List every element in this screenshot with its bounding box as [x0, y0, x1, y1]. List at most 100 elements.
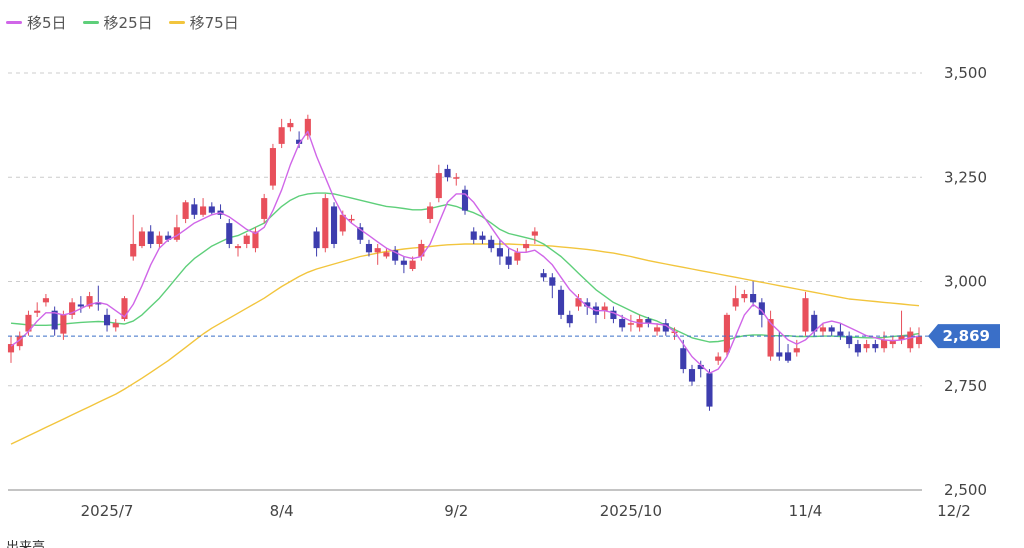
candle [557, 285, 565, 320]
candle [182, 200, 189, 224]
candle-body [767, 319, 774, 357]
candle [278, 118, 285, 149]
candle-body [374, 248, 381, 253]
candle-body [112, 323, 119, 328]
candle-body [138, 231, 146, 247]
candle [234, 243, 242, 257]
candle-body [42, 298, 49, 303]
candle [662, 319, 669, 336]
legend-label: 移25日 [103, 13, 153, 32]
candle-body [103, 314, 111, 326]
legend-swatch [168, 20, 185, 24]
candle [444, 164, 451, 182]
candle-body [619, 319, 626, 328]
candle [191, 198, 198, 219]
candle [514, 248, 521, 265]
candle [103, 308, 111, 332]
candle-body [165, 235, 172, 240]
legend-item-2: 移75日 [168, 12, 239, 33]
candle [881, 331, 888, 353]
candle-body [697, 364, 704, 370]
chart-legend: 移5日 移25日 移75日 [6, 10, 239, 34]
legend-swatch [82, 20, 99, 24]
candle-body [234, 246, 242, 249]
candle-body [69, 302, 76, 315]
candle-body [461, 189, 469, 211]
candle-body [156, 235, 163, 244]
ma25-line [10, 192, 920, 343]
candle-body [688, 369, 696, 382]
candle-body [715, 356, 722, 361]
candle-body [25, 314, 32, 332]
candle [505, 248, 512, 269]
legend-item-0: 移5日 [6, 12, 67, 33]
candle [706, 369, 713, 411]
candle [697, 360, 704, 378]
ma5-line-layer [10, 130, 920, 374]
legend-label: 移5日 [27, 13, 67, 32]
candle [750, 281, 757, 307]
candle [322, 193, 329, 253]
candle-body [793, 348, 800, 353]
candle-body [313, 231, 320, 249]
x-axis: 2025/7 8/4 9/2 2025/10 11/4 12/2 [81, 502, 971, 520]
candle [723, 312, 730, 357]
candle [77, 296, 84, 313]
candle [907, 327, 914, 353]
ma75-line-layer [10, 243, 920, 445]
candle-body [723, 314, 730, 353]
candle [392, 246, 399, 265]
candle-body [200, 206, 207, 215]
legend-label: 移75日 [189, 13, 239, 32]
grid-lines [8, 72, 922, 387]
candle-body [261, 198, 268, 219]
candle-body [645, 319, 652, 324]
candle [837, 323, 844, 340]
candle-body [208, 206, 215, 213]
candle-body [846, 335, 853, 345]
candle-body [191, 204, 198, 215]
y-tick-label: 2,750 [944, 377, 987, 395]
current-price-layer: 2,869 [8, 324, 1000, 349]
candle [496, 239, 503, 265]
candle-body [680, 348, 687, 370]
candle [427, 202, 434, 224]
candle [732, 285, 739, 311]
candle [383, 248, 390, 259]
candle [357, 223, 364, 244]
candle-body [898, 335, 905, 340]
candle-body [60, 314, 67, 334]
candle [313, 227, 320, 257]
candle-body [706, 373, 713, 407]
candle [767, 310, 774, 361]
candle [549, 273, 556, 299]
candle [828, 325, 835, 336]
candle [287, 118, 294, 132]
candle-body [130, 243, 137, 257]
candle [784, 344, 792, 363]
candle [208, 202, 215, 215]
candle-body [758, 302, 765, 315]
candle [304, 114, 311, 140]
candle [7, 335, 15, 363]
candle-body [409, 260, 416, 269]
candle-body [662, 323, 669, 332]
candle-body [496, 248, 503, 257]
candle-body [243, 235, 250, 244]
candles-layer [7, 114, 923, 411]
y-axis: 3,500 3,250 3,000 2,750 2,500 [8, 64, 987, 499]
candle-body [121, 298, 128, 320]
candle [16, 331, 23, 351]
candle [330, 202, 338, 249]
candle-body [584, 302, 591, 307]
candle [523, 239, 530, 253]
candle-body [16, 335, 23, 347]
candle [688, 364, 696, 386]
current-price-badge [928, 324, 1000, 349]
candle-body [418, 243, 425, 257]
candle-body [357, 227, 364, 240]
legend-item-1: 移25日 [82, 12, 153, 33]
candle-body [610, 310, 617, 320]
candle-body [173, 227, 180, 240]
candle-body [915, 336, 923, 345]
